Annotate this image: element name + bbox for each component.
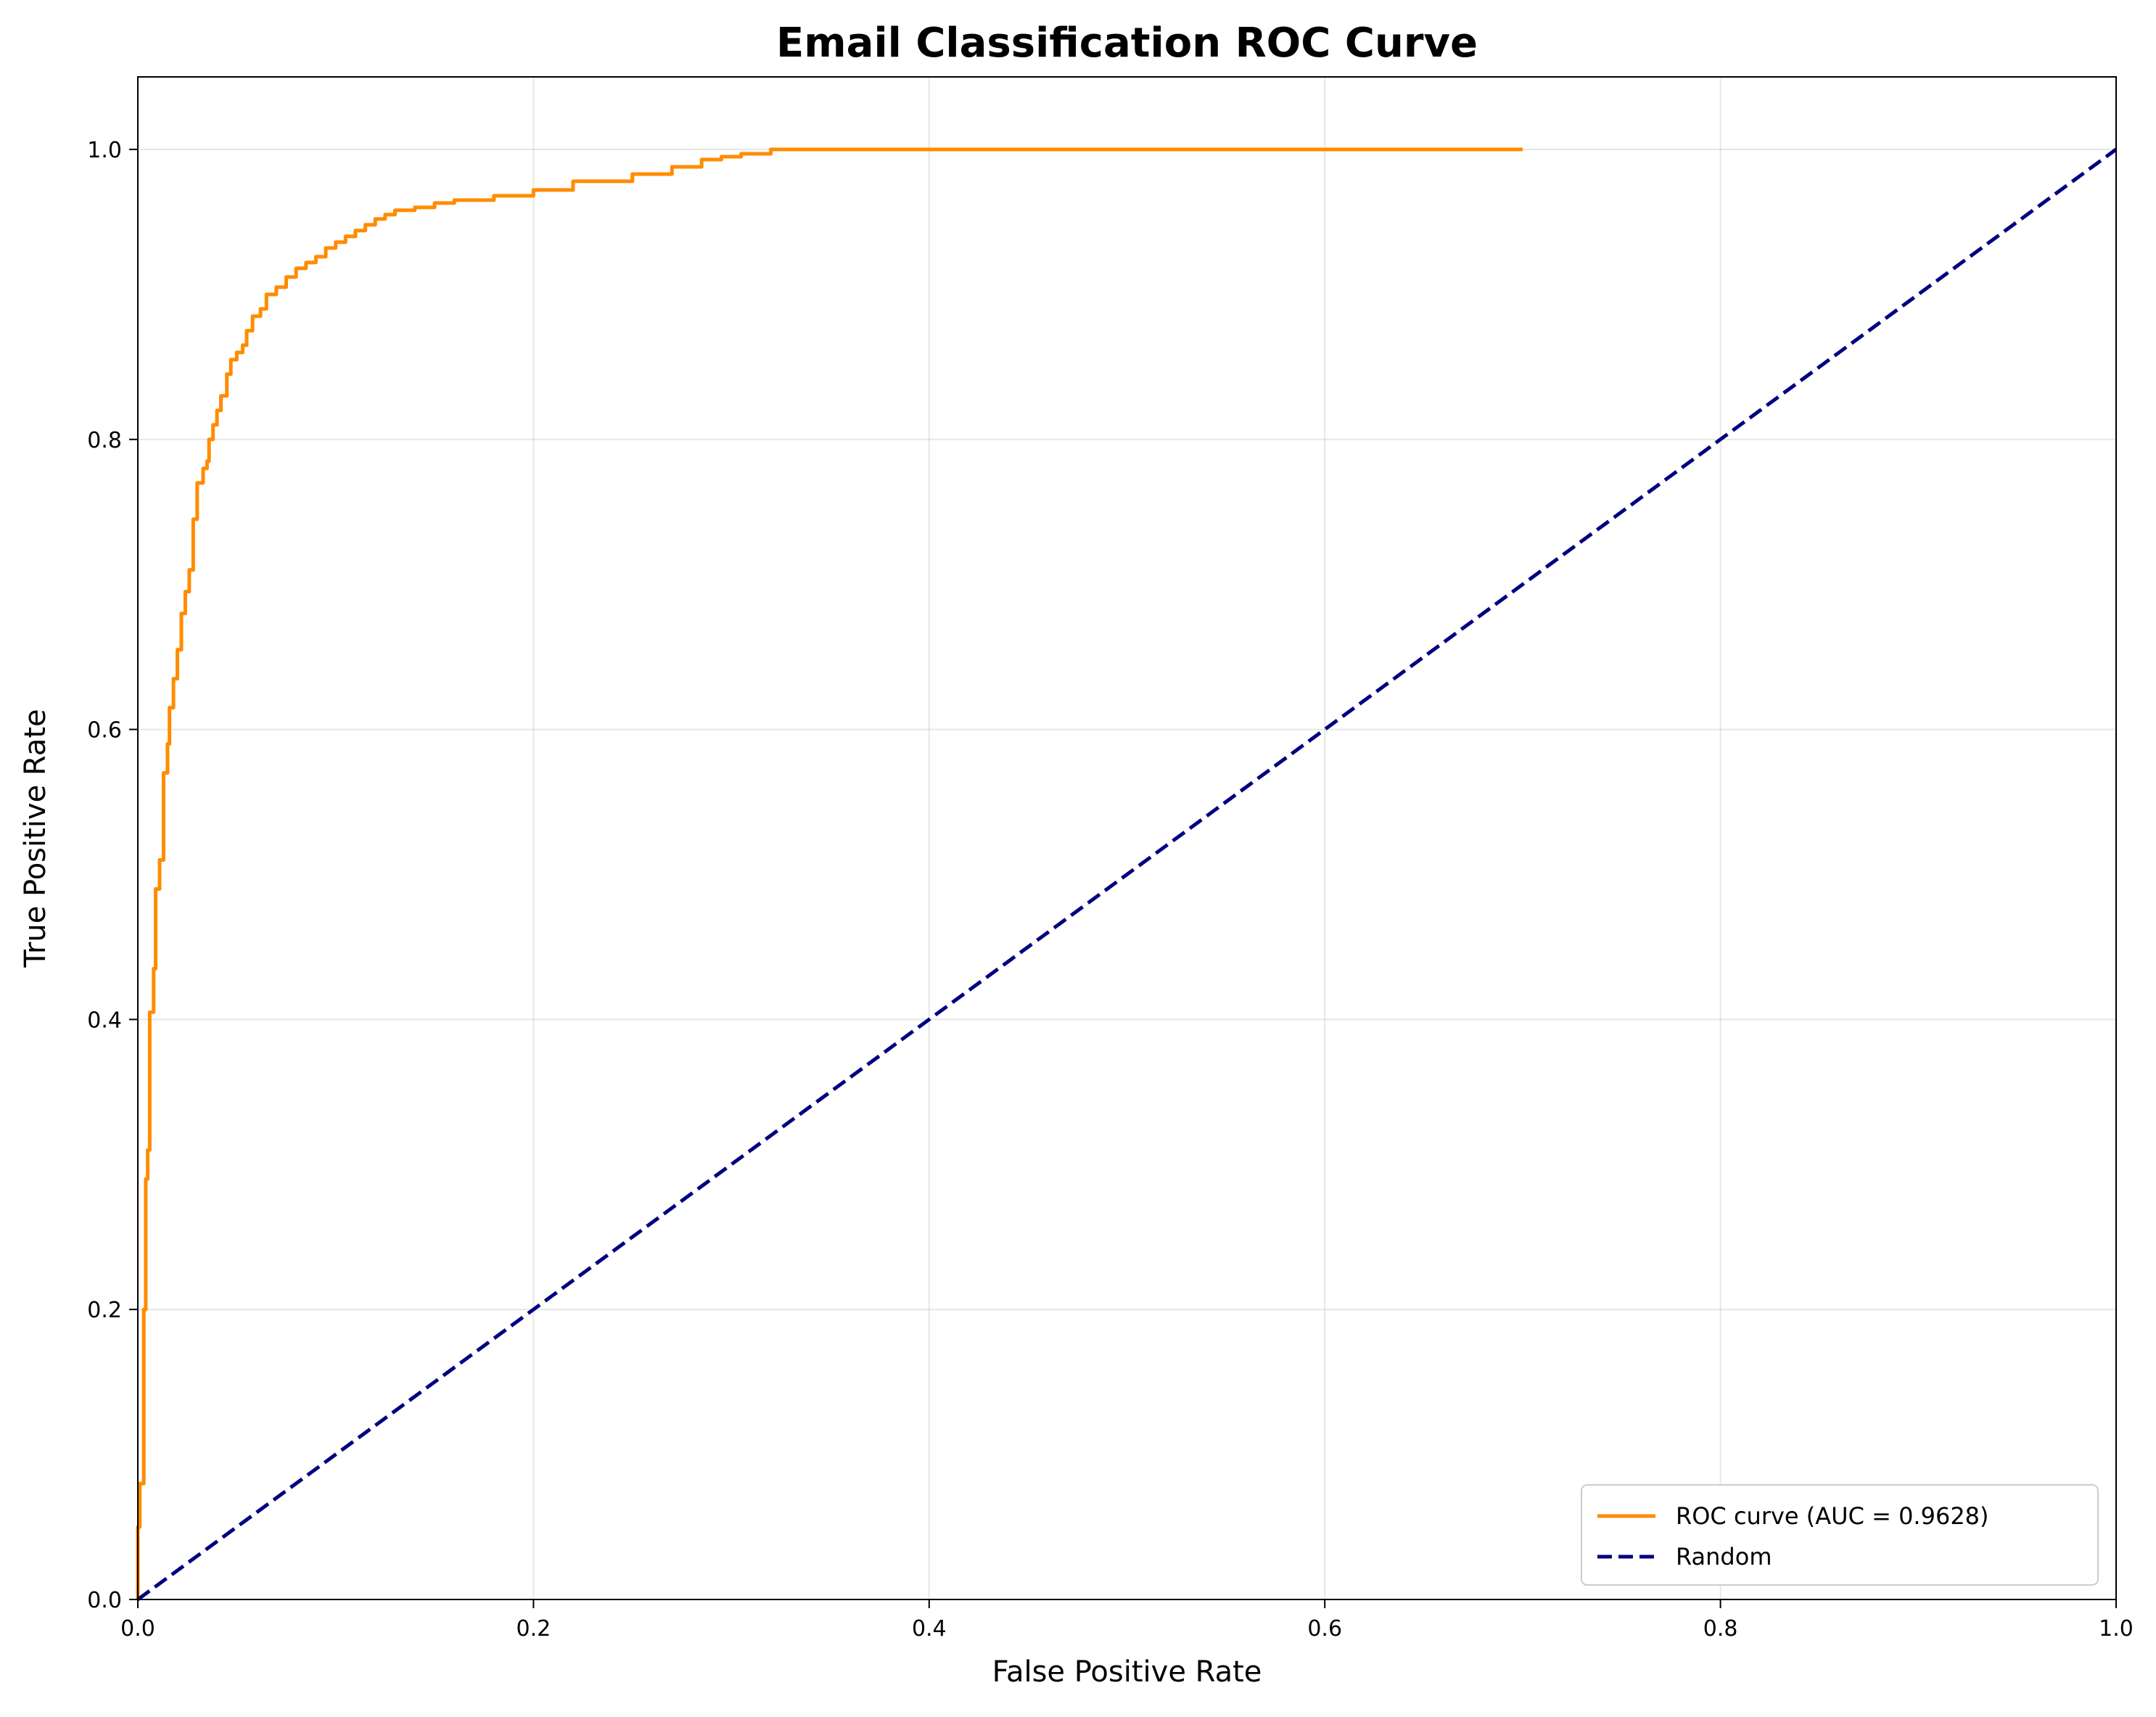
legend-box (1581, 1485, 2098, 1585)
chart-title: Email Classification ROC Curve (776, 20, 1478, 67)
x-tick-label: 0.2 (517, 1616, 551, 1642)
x-tick-label: 0.8 (1703, 1616, 1738, 1642)
x-axis-label: False Positive Rate (992, 1655, 1262, 1689)
legend: ROC curve (AUC = 0.9628) Random (1581, 1485, 2098, 1585)
y-tick-label: 0.0 (87, 1588, 122, 1613)
y-axis-label: True Positive Rate (19, 709, 52, 968)
x-tick-label: 0.6 (1307, 1616, 1342, 1642)
y-tick-label: 1.0 (87, 138, 122, 163)
y-tick-label: 0.2 (87, 1298, 122, 1323)
legend-label-roc: ROC curve (AUC = 0.9628) (1676, 1502, 1989, 1530)
legend-label-random: Random (1676, 1543, 1772, 1570)
x-tick-label: 0.0 (120, 1616, 155, 1642)
y-tick-label: 0.8 (87, 428, 122, 453)
y-tick-label: 0.6 (87, 718, 122, 744)
x-tick-label: 1.0 (2099, 1616, 2134, 1642)
x-tick-label: 0.4 (912, 1616, 947, 1642)
y-tick-label: 0.4 (87, 1008, 122, 1033)
